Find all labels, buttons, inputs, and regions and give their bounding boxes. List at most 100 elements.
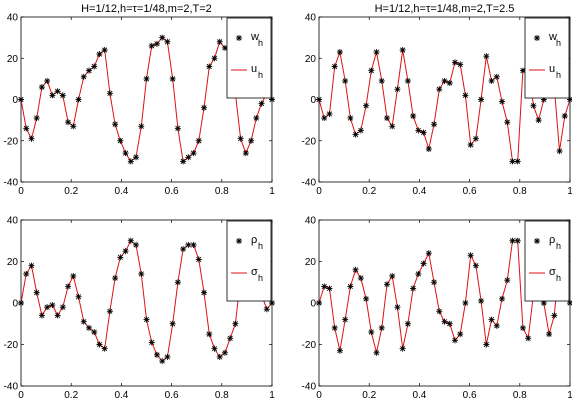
data-point — [190, 241, 197, 248]
data-point — [535, 117, 542, 124]
x-tick-label: 0.6 — [463, 390, 477, 401]
data-point — [357, 127, 364, 134]
y-tick-label: 20 — [7, 257, 19, 268]
data-point — [221, 349, 228, 356]
data-point — [195, 137, 202, 144]
data-point — [441, 77, 448, 84]
y-tick-label: 0 — [310, 95, 316, 106]
data-point — [248, 137, 255, 144]
data-point — [185, 154, 192, 161]
data-point — [331, 63, 338, 70]
data-point — [75, 293, 82, 300]
data-point — [106, 308, 113, 315]
legend: ρ hσ h — [524, 220, 570, 302]
data-point — [211, 345, 218, 352]
data-point — [551, 312, 558, 319]
data-point — [216, 38, 223, 45]
data-point — [347, 115, 354, 122]
subplot-2: H=1/12,h=τ=1/48,m=2,T=2.5 0 0.2 0.4 0.6 0.8 1 -… — [302, 3, 572, 197]
legend-label-subscript: h — [556, 70, 561, 80]
data-point — [59, 92, 66, 99]
y-tick-label: 40 — [305, 13, 317, 24]
data-point — [478, 96, 485, 103]
y-tick-label: -40 — [302, 178, 317, 189]
legend-box — [524, 220, 570, 302]
data-point — [451, 337, 458, 344]
y-tick-label: -20 — [4, 136, 19, 147]
data-point — [227, 335, 234, 342]
legend-label: σ — [549, 266, 556, 278]
data-point — [331, 324, 338, 331]
data-point — [436, 308, 443, 315]
x-tick-label: 0.2 — [362, 390, 376, 401]
data-point — [44, 304, 51, 311]
data-point — [399, 47, 406, 53]
data-point — [336, 49, 343, 56]
data-point — [504, 277, 511, 284]
data-point — [117, 254, 124, 261]
y-tick-label: 0 — [12, 299, 18, 310]
legend-box — [524, 17, 570, 99]
data-point — [420, 260, 427, 267]
data-point — [201, 289, 208, 296]
data-point — [499, 295, 506, 302]
data-point — [347, 283, 354, 290]
data-point — [457, 61, 464, 68]
x-tick-label: 1 — [567, 390, 572, 401]
y-tick-label: -20 — [4, 340, 19, 351]
data-point — [415, 127, 422, 134]
legend-label-subscript: h — [258, 38, 263, 48]
data-point — [133, 241, 140, 248]
legend-label: u — [251, 63, 257, 75]
data-point — [38, 84, 45, 91]
legend-label-subscript: h — [258, 241, 263, 251]
x-tick-label: 0.8 — [513, 390, 527, 401]
data-point — [389, 273, 396, 280]
data-point — [54, 312, 61, 319]
data-point — [436, 86, 443, 93]
data-point — [514, 237, 521, 244]
data-point — [221, 44, 228, 51]
data-point — [96, 341, 103, 348]
data-point — [451, 59, 458, 66]
data-point — [70, 273, 77, 280]
data-point — [237, 135, 244, 142]
y-tick-label: 20 — [305, 257, 317, 268]
data-point — [242, 150, 249, 157]
data-point — [80, 73, 87, 80]
data-point — [174, 125, 181, 132]
data-point — [138, 123, 145, 130]
data-point — [28, 262, 35, 269]
data-point — [101, 345, 108, 352]
data-point — [368, 329, 375, 336]
x-tick-label: 0.8 — [215, 186, 229, 197]
data-point — [415, 270, 422, 277]
data-point — [23, 125, 30, 132]
data-point — [211, 55, 218, 62]
y-tick-label: 20 — [305, 54, 317, 65]
data-point — [206, 63, 213, 70]
legend-marker — [534, 238, 540, 244]
legend-label: σ — [251, 266, 258, 278]
data-point — [446, 320, 453, 327]
data-point — [425, 250, 432, 257]
data-point — [546, 331, 553, 338]
data-point — [201, 104, 208, 111]
data-point — [530, 102, 537, 109]
data-point — [389, 123, 396, 130]
data-point — [404, 77, 411, 84]
data-point — [185, 241, 192, 248]
data-point — [326, 110, 333, 117]
data-point — [404, 320, 411, 327]
data-point — [49, 302, 56, 309]
data-point — [18, 300, 24, 306]
data-point — [336, 347, 343, 354]
data-point — [206, 331, 213, 338]
data-point — [169, 75, 176, 82]
data-point — [441, 318, 448, 325]
